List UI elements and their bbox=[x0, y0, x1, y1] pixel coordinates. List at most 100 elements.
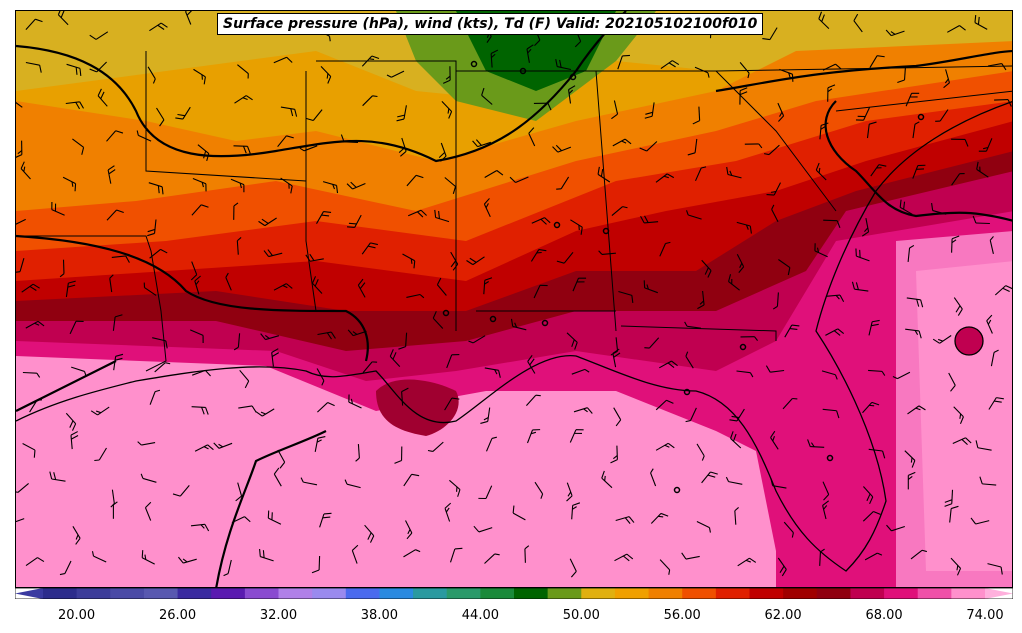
wind-barb-icon bbox=[819, 122, 829, 140]
wind-barb-icon bbox=[526, 429, 541, 444]
wind-barb-icon bbox=[862, 510, 881, 522]
wind-barb-icon bbox=[403, 549, 421, 558]
wind-barb-icon bbox=[822, 500, 830, 520]
wind-barb-icon bbox=[223, 559, 232, 577]
wind-barb-icon bbox=[109, 274, 114, 293]
wind-barb-icon bbox=[951, 173, 965, 186]
wind-barb-icon bbox=[112, 314, 123, 331]
wind-barb-icon bbox=[406, 293, 425, 299]
wind-barb-icon bbox=[987, 563, 1003, 575]
wind-barb-icon bbox=[681, 552, 700, 560]
wind-barb-icon bbox=[236, 237, 242, 255]
wind-barb-icon bbox=[528, 127, 536, 147]
wind-barb-icon bbox=[311, 276, 323, 294]
wind-barb-icon bbox=[904, 450, 916, 468]
wind-barb-icon bbox=[614, 553, 634, 562]
wind-barb-icon bbox=[316, 211, 332, 224]
wind-barb-icon bbox=[394, 446, 403, 464]
wind-barb-icon bbox=[348, 394, 362, 409]
wind-barb-icon bbox=[25, 320, 45, 329]
wind-barb-icon bbox=[912, 164, 926, 179]
wind-barb-icon bbox=[655, 399, 674, 411]
wind-barb-icon bbox=[931, 202, 947, 215]
wind-barb-icon bbox=[855, 107, 870, 121]
colorbar-extend-high bbox=[985, 588, 1013, 599]
wind-barb-icon bbox=[25, 557, 45, 567]
wind-barb-icon bbox=[569, 558, 577, 578]
wind-barb-icon bbox=[344, 479, 361, 489]
wind-barb-icon bbox=[65, 280, 76, 298]
colorbar-segment bbox=[110, 588, 145, 599]
wind-barb-icon bbox=[277, 135, 294, 148]
wind-barb-icon bbox=[951, 235, 960, 253]
wind-barb-icon bbox=[783, 521, 794, 538]
wind-barb-icon bbox=[885, 29, 905, 37]
wind-barb-icon bbox=[305, 253, 324, 262]
wind-barb-icon bbox=[213, 442, 233, 449]
wind-barb-icon bbox=[868, 369, 886, 376]
wind-barb-icon bbox=[484, 170, 504, 178]
wind-barb-icon bbox=[233, 333, 241, 351]
wind-barb-icon bbox=[685, 407, 697, 423]
wind-barb-icon bbox=[402, 253, 416, 269]
colorbar-segment bbox=[345, 588, 380, 599]
colorbar-segment bbox=[951, 588, 986, 599]
colorbar-segment bbox=[614, 588, 650, 599]
colorbar-segment bbox=[749, 588, 784, 599]
wind-barb-icon bbox=[25, 18, 43, 30]
wind-barb-icon bbox=[822, 63, 842, 71]
wind-barb-icon bbox=[107, 165, 116, 184]
wind-barb-icon bbox=[814, 243, 828, 258]
wind-barb-icon bbox=[144, 501, 152, 521]
wind-barb-icon bbox=[59, 259, 65, 278]
wind-barb-icon bbox=[94, 447, 107, 462]
wind-barb-icon bbox=[910, 549, 928, 560]
wind-barb-icon bbox=[273, 467, 282, 487]
colorbar-tick-label: 20.00 bbox=[57, 608, 96, 623]
colorbar-segment bbox=[312, 588, 347, 599]
wind-barb-icon bbox=[556, 176, 570, 190]
wind-barb-icon bbox=[726, 166, 742, 179]
wind-barb-icon bbox=[59, 560, 72, 576]
wind-barb-icon bbox=[694, 166, 707, 182]
wind-barb-icon bbox=[655, 173, 675, 183]
wind-barb-icon bbox=[258, 217, 277, 227]
wind-barb-icon bbox=[948, 372, 956, 392]
wind-barb-icon bbox=[610, 445, 618, 464]
wind-barb-icon bbox=[986, 314, 993, 334]
wind-barb-icon bbox=[271, 348, 280, 367]
colorbar-tick-label: 38.00 bbox=[360, 608, 398, 623]
wind-barb-icon bbox=[149, 22, 168, 32]
wind-barb-icon bbox=[598, 250, 616, 255]
wind-barb-icon bbox=[897, 65, 907, 83]
wind-barb-icon bbox=[106, 209, 124, 221]
colorbar-segment bbox=[715, 588, 750, 599]
wind-barb-icon bbox=[233, 202, 239, 220]
colorbar-tick-label: 32.00 bbox=[259, 608, 298, 623]
colorbar-segment bbox=[648, 588, 683, 599]
wind-barb-icon bbox=[280, 177, 293, 194]
wind-barb-icon bbox=[16, 482, 29, 493]
wind-barb-icon bbox=[892, 371, 911, 380]
wind-barb-icon bbox=[317, 402, 335, 413]
wind-barb-icon bbox=[483, 198, 491, 218]
wind-barb-icon bbox=[771, 204, 779, 223]
wind-barb-icon bbox=[65, 412, 77, 431]
wind-barb-icon bbox=[643, 280, 658, 294]
wind-barb-icon bbox=[815, 162, 827, 181]
wind-barb-icon bbox=[736, 370, 754, 378]
wind-barb-icon bbox=[149, 389, 161, 405]
wind-barb-icon bbox=[351, 544, 359, 564]
wind-barb-icon bbox=[193, 68, 206, 85]
wind-barb-icon bbox=[277, 449, 286, 469]
wind-barb-icon bbox=[601, 470, 613, 489]
wind-barb-icon bbox=[853, 13, 863, 33]
wind-barb-icon bbox=[267, 510, 282, 525]
wind-barb-icon bbox=[260, 333, 280, 341]
wind-barb-icon bbox=[701, 471, 718, 484]
wind-barb-icon bbox=[194, 275, 201, 295]
wind-barb-icon bbox=[862, 486, 874, 505]
wind-barb-icon bbox=[65, 101, 85, 110]
wind-barb-icon bbox=[346, 181, 366, 190]
wind-barb-icon bbox=[994, 99, 1012, 107]
